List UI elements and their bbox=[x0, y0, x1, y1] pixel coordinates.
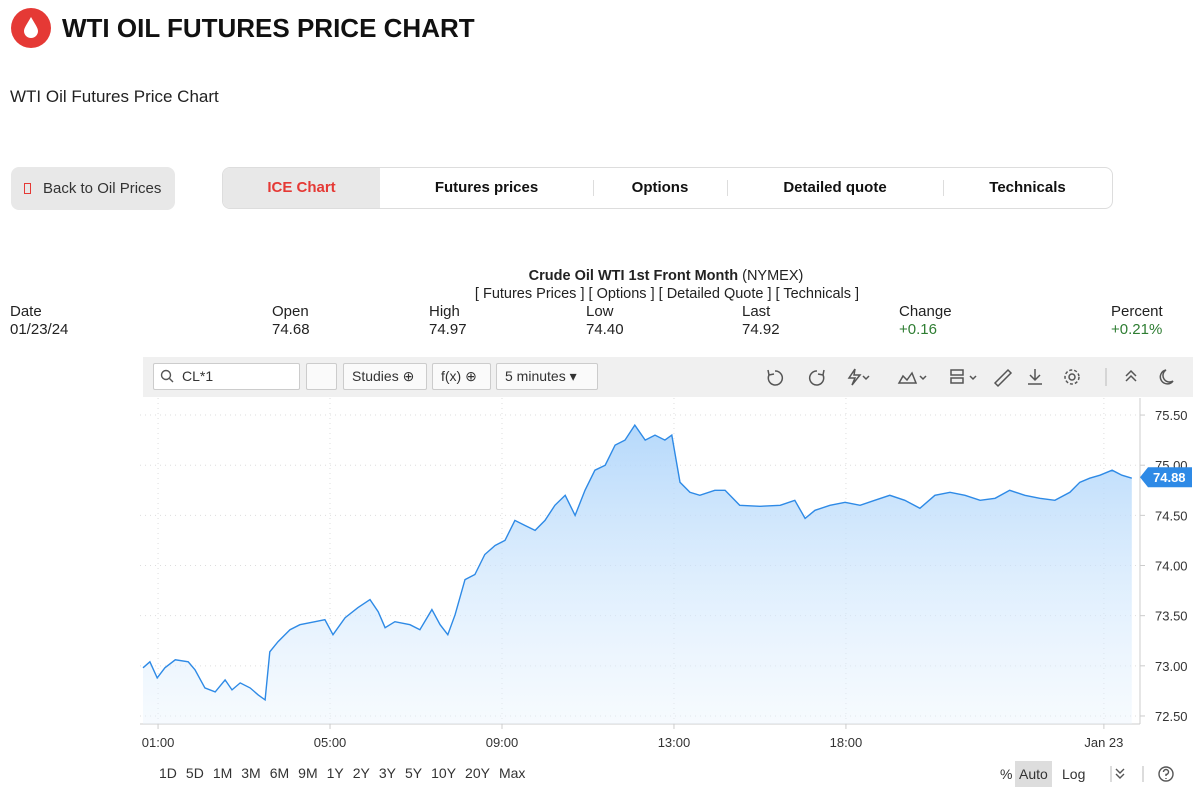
quote-label: Percent bbox=[1111, 303, 1163, 320]
quote-label: Date bbox=[10, 303, 42, 320]
subtitle: WTI Oil Futures Price Chart bbox=[10, 87, 219, 106]
quote-link[interactable]: [ Options ] bbox=[588, 286, 655, 302]
interval-select[interactable]: 5 minutes ▾ bbox=[496, 363, 598, 390]
period-button[interactable]: 5Y bbox=[405, 765, 423, 781]
quote-name: Crude Oil WTI 1st Front Month bbox=[528, 268, 739, 284]
quote-value: 74.97 bbox=[429, 321, 467, 338]
x-tick-label: 01:00 bbox=[142, 735, 175, 750]
search-icon bbox=[160, 369, 174, 383]
x-tick-label: 13:00 bbox=[658, 735, 691, 750]
price-line bbox=[142, 423, 1133, 702]
studies-button[interactable]: Studies ⊕ bbox=[343, 363, 427, 390]
quote-value: +0.16 bbox=[899, 321, 937, 338]
y-tick-label: 75.50 bbox=[1155, 408, 1188, 423]
last-price-tag bbox=[1140, 467, 1192, 488]
quote-title: Crude Oil WTI 1st Front Month (NYMEX) bbox=[0, 268, 1200, 284]
quote-label: High bbox=[429, 303, 460, 320]
logo-drop bbox=[24, 17, 38, 38]
x-tick-label: 18:00 bbox=[830, 735, 863, 750]
period-button[interactable]: 3Y bbox=[378, 765, 396, 781]
period-button[interactable]: 6M bbox=[269, 765, 290, 781]
quote-label: Low bbox=[586, 303, 614, 320]
quote-label: Last bbox=[742, 303, 771, 320]
period-button[interactable]: 1M bbox=[212, 765, 233, 781]
quote-value: 74.40 bbox=[586, 321, 624, 338]
toolbar-icons bbox=[767, 368, 1174, 388]
scale-option[interactable]: Auto bbox=[1015, 761, 1052, 787]
quote-links: [ Futures Prices ] [ Options ] [ Detaile… bbox=[0, 286, 1200, 302]
period-button[interactable]: 3M bbox=[241, 765, 261, 781]
period-button[interactable]: 20Y bbox=[465, 765, 490, 781]
tab[interactable]: Detailed quote bbox=[783, 179, 887, 196]
quote-value: +0.21% bbox=[1111, 321, 1163, 338]
scale-option[interactable]: % bbox=[1000, 766, 1013, 782]
quote-value: 74.92 bbox=[742, 321, 780, 338]
back-button[interactable]: Back to Oil Prices bbox=[11, 167, 175, 210]
period-button[interactable]: 9M bbox=[298, 765, 318, 781]
period-button[interactable]: 5D bbox=[185, 765, 204, 781]
quote-link[interactable]: [ Technicals ] bbox=[775, 286, 860, 302]
tab[interactable]: Options bbox=[631, 179, 689, 196]
period-button[interactable]: Max bbox=[498, 765, 526, 781]
tab-separator bbox=[727, 180, 728, 196]
quote-label: Open bbox=[272, 303, 309, 320]
period-button[interactable]: 1D bbox=[159, 765, 177, 781]
x-tick-label: Jan 23 bbox=[1084, 735, 1123, 750]
scale-option[interactable]: Log bbox=[1062, 766, 1086, 782]
y-tick-label: 74.50 bbox=[1155, 508, 1188, 523]
quote-link[interactable]: [ Futures Prices ] bbox=[474, 286, 585, 302]
symbol-input[interactable]: CL*1 bbox=[153, 363, 300, 390]
bottom-icons bbox=[1110, 766, 1174, 782]
last-price-label: 74.88 bbox=[1153, 470, 1186, 485]
quote-link[interactable]: [ Detailed Quote ] bbox=[658, 286, 772, 302]
quote-value: 01/23/24 bbox=[10, 321, 69, 338]
area-fill bbox=[143, 425, 1132, 724]
page-title: WTI OIL FUTURES PRICE CHART bbox=[62, 13, 475, 43]
y-tick-label: 74.00 bbox=[1155, 559, 1188, 574]
fx-label: f(x) bbox=[441, 368, 462, 384]
fx-button[interactable]: f(x) ⊕ bbox=[432, 363, 491, 390]
period-button[interactable]: 1Y bbox=[326, 765, 344, 781]
tab[interactable]: Technicals bbox=[989, 179, 1066, 196]
x-tick-label: 05:00 bbox=[314, 735, 347, 750]
y-tick-label: 73.50 bbox=[1155, 609, 1188, 624]
tab-separator bbox=[593, 180, 594, 196]
studies-label: Studies bbox=[352, 368, 399, 384]
tab[interactable]: Futures prices bbox=[434, 179, 539, 196]
period-button[interactable]: 2Y bbox=[352, 765, 370, 781]
period-button[interactable]: 10Y bbox=[431, 765, 457, 781]
tab-bar: ICE Chart Futures prices Options Detailed q… bbox=[222, 167, 1113, 209]
tab[interactable]: ICE Chart bbox=[223, 168, 380, 208]
interval-label: 5 minutes bbox=[505, 368, 566, 384]
quote-value: 74.68 bbox=[272, 321, 310, 338]
y-tick-label: 73.00 bbox=[1155, 659, 1188, 674]
quote-label: Change bbox=[899, 303, 952, 320]
x-tick-label: 09:00 bbox=[486, 735, 519, 750]
y-tick-label: 72.50 bbox=[1155, 709, 1188, 724]
tab-separator bbox=[943, 180, 944, 196]
compare-button[interactable] bbox=[306, 363, 337, 390]
chart-toolbar: CL*1 Studies ⊕ f(x) ⊕ 5 minutes ▾ bbox=[143, 357, 1193, 397]
quote-exchange: (NYMEX) bbox=[742, 268, 804, 284]
